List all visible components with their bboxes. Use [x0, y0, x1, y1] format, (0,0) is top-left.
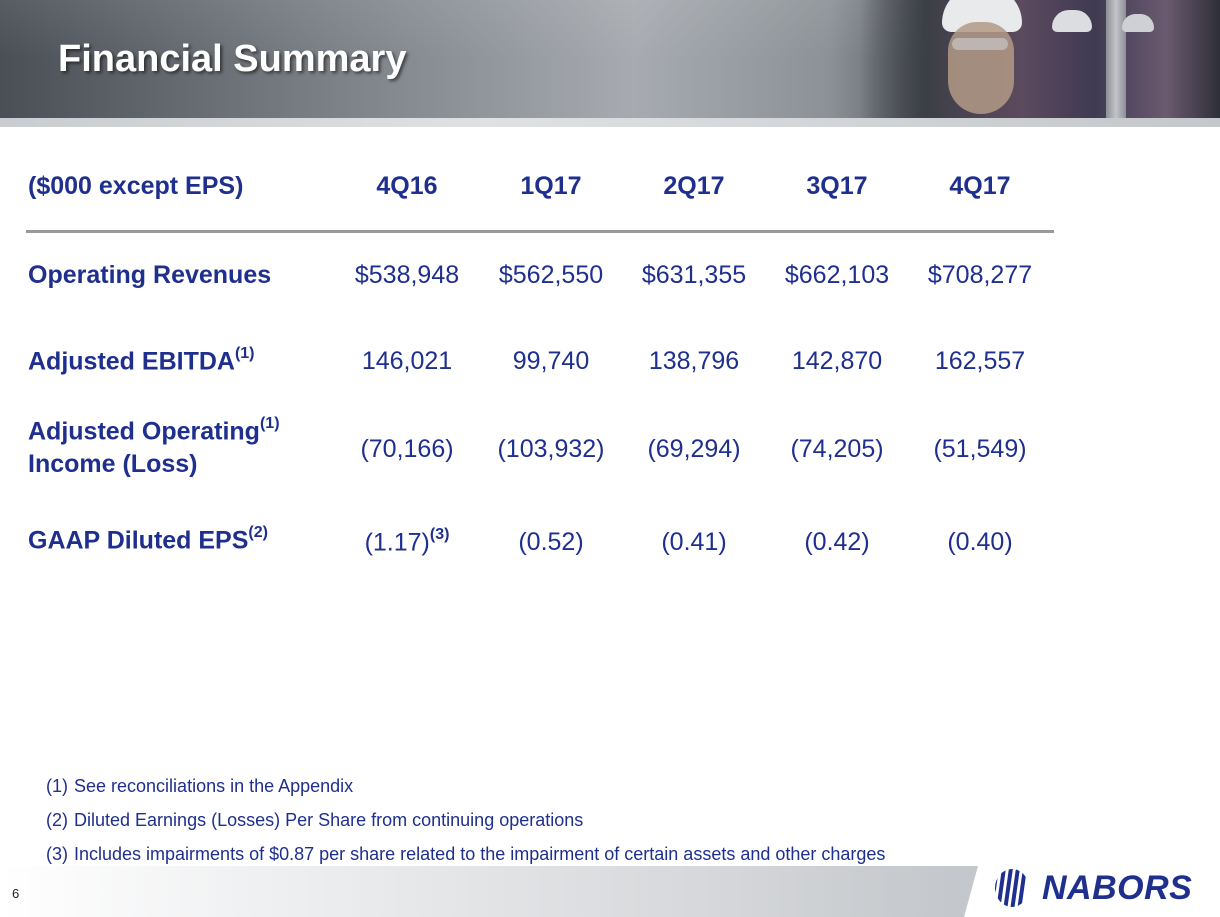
- column-header: 2Q17: [663, 172, 725, 200]
- footnote-marker: (1): [259, 415, 280, 432]
- footnote-marker: (2): [248, 524, 268, 541]
- footnote-text: See reconciliations in the Appendix: [74, 776, 354, 796]
- table-cell: 146,021: [361, 347, 453, 375]
- row-label-line2: Income (Loss): [28, 450, 198, 478]
- footnote: (3) Includes impairments of $0.87 per sha…: [46, 844, 885, 865]
- nabors-logo: NABORS: [992, 868, 1192, 908]
- footnote: (2) Diluted Earnings (Losses) Per Share f…: [46, 810, 583, 831]
- column-header: 1Q17: [520, 172, 582, 200]
- worker-face-image: [948, 22, 1014, 114]
- table-cell: $631,355: [641, 261, 747, 289]
- footnote-number: (2): [46, 810, 68, 830]
- safety-glasses-image: [952, 38, 1008, 50]
- table-label-header: ($000 except EPS): [28, 172, 244, 200]
- table-cell: (70,166): [360, 435, 454, 463]
- footnote-text: Diluted Earnings (Losses) Per Share from…: [74, 810, 584, 830]
- table-cell: (0.42): [804, 528, 870, 556]
- column-header: 4Q16: [376, 172, 438, 200]
- table-cell: (74,205): [790, 435, 884, 463]
- table-cell: 162,557: [934, 347, 1026, 375]
- table-cell: (0.40): [947, 528, 1013, 556]
- table-cell: (51,549): [933, 435, 1027, 463]
- header-divider: [26, 230, 1054, 233]
- table-cell: 99,740: [512, 347, 590, 375]
- row-label: Adjusted Operating(1): [28, 415, 280, 446]
- hard-hat-icon: [1122, 14, 1154, 32]
- table-cell: $708,277: [927, 261, 1033, 289]
- footnote-text: Includes impairments of $0.87 per share …: [74, 844, 886, 864]
- header-banner: [0, 0, 1220, 118]
- row-label: Operating Revenues: [28, 261, 271, 290]
- page-title: Financial Summary: [58, 38, 407, 80]
- column-header: 4Q17: [949, 172, 1011, 200]
- row-label-text: GAAP Diluted EPS: [28, 526, 249, 555]
- column-header: 3Q17: [806, 172, 868, 200]
- table-cell: (1.17)(3): [337, 526, 477, 557]
- table-cell: $538,948: [354, 261, 460, 289]
- row-label: Adjusted EBITDA(1): [28, 345, 255, 376]
- row-label-text: Adjusted Operating: [28, 417, 260, 446]
- table-cell: (0.41): [661, 528, 727, 556]
- rig-pillar-image: [1106, 0, 1126, 118]
- table-cell: (0.52): [518, 528, 584, 556]
- table-cell: (103,932): [497, 435, 605, 463]
- table-cell: (69,294): [647, 435, 741, 463]
- row-label-text: Adjusted EBITDA: [28, 347, 235, 376]
- logo-text: NABORS: [1042, 868, 1193, 907]
- table-cell: $662,103: [784, 261, 890, 289]
- row-label: GAAP Diluted EPS(2): [28, 524, 268, 555]
- row-label-text: Operating Revenues: [28, 261, 272, 289]
- footnote: (1) See reconciliations in the Appendix: [46, 776, 353, 797]
- footnote-number: (3): [46, 844, 68, 864]
- table-cell: 138,796: [648, 347, 740, 375]
- hard-hat-icon: [1052, 10, 1092, 32]
- page-number: 6: [12, 886, 20, 901]
- footnote-number: (1): [46, 776, 68, 796]
- footnote-marker: (3): [429, 526, 450, 543]
- table-cell: $562,550: [498, 261, 604, 289]
- banner-strip: [0, 118, 1220, 127]
- nabors-logo-mark-icon: [995, 869, 1027, 907]
- header-photo: [860, 0, 1220, 118]
- table-cell: 142,870: [791, 347, 883, 375]
- footnote-marker: (1): [234, 345, 255, 362]
- table-cell-value: (1.17): [364, 528, 430, 557]
